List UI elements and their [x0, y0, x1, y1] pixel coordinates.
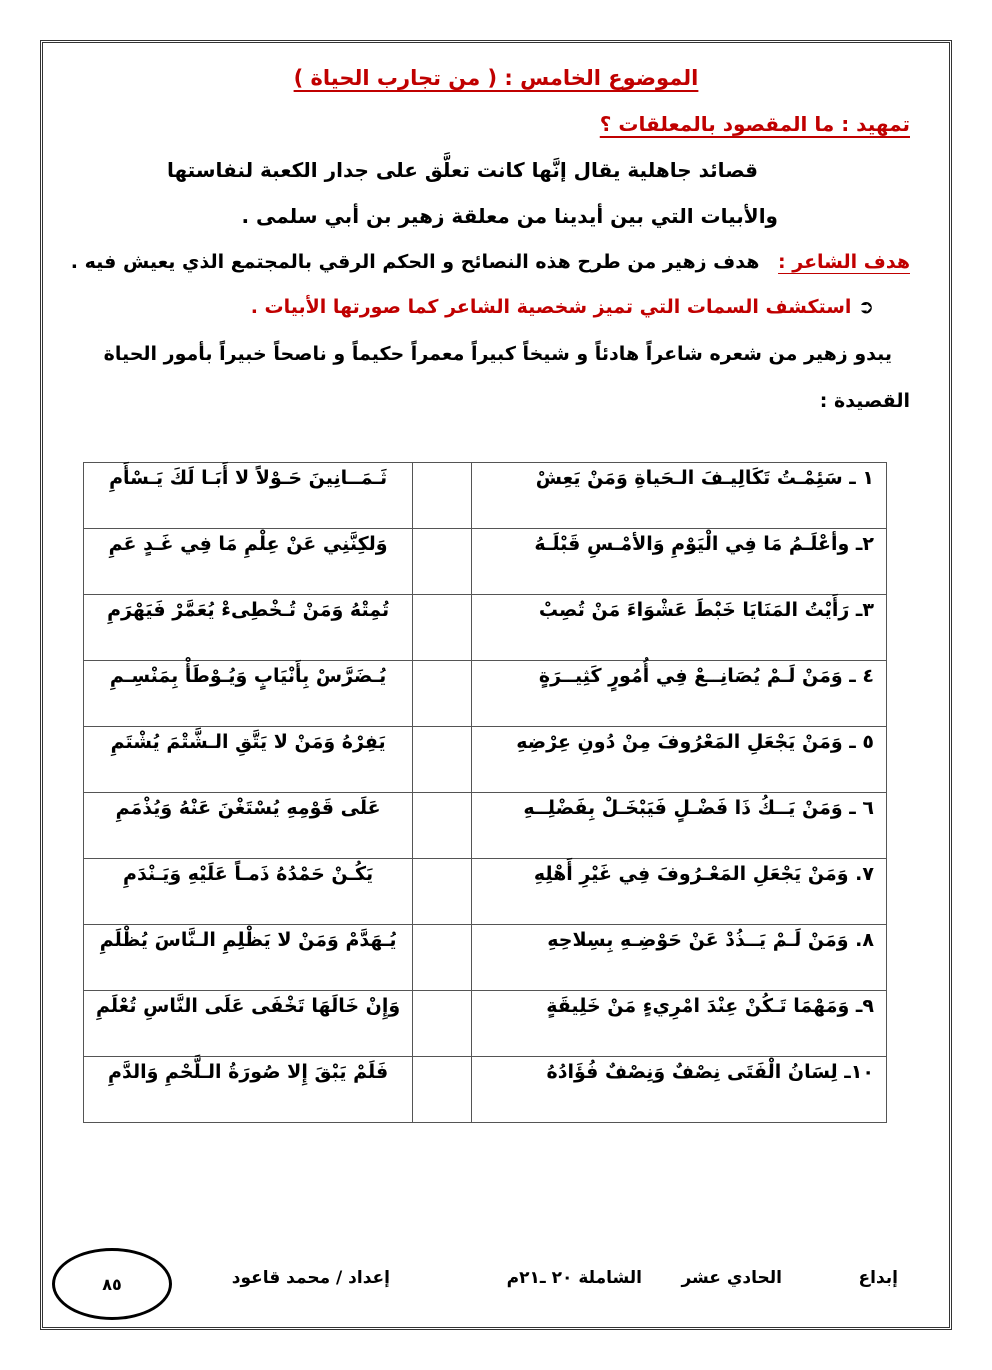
verse-second-half: وَلكِنَّنِي عَنْ عِلْمِ مَا فِي غَـدٍ عَ…: [82, 528, 414, 595]
verse-second-half: يَكُـنْ حَمْدُهُ ذَمـاً عَلَيْهِ وَيَـنْ…: [82, 858, 414, 925]
poem-row: ٦ ـ وَمَنْ يَــكُ ذَا فَضْـلٍ فَيَبْخَـل…: [82, 792, 887, 859]
verse-first-half: ٥ ـ وَمَنْ يَجْعَلِ المَعْرُوفَ مِنْ دُو…: [471, 726, 887, 793]
poem-row: ١ ـ سَئِمْـتُ تَكَالِيـفَ الـحَياةِ وَمَ…: [82, 462, 887, 529]
verse-first-half: ٣ـ رَأَيْتُ المَنَايَا خَبْطَ عَشْوَاءَ …: [471, 594, 887, 661]
poem-row: ٣ـ رَأَيْتُ المَنَايَا خَبْطَ عَشْوَاءَ …: [82, 594, 887, 661]
intro-line: قصائد جاهلية يقال إنَّها كانت تعلَّق على…: [166, 158, 758, 182]
poem-row: ٩ـ وَمَهْمَا تَـكُنْ عِنْدَ امْرِيءٍ مَن…: [82, 990, 887, 1057]
empty-cell: [412, 726, 473, 793]
page-number-badge: ٨٥: [52, 1248, 172, 1320]
empty-cell: [412, 594, 473, 661]
empty-cell: [412, 858, 473, 925]
poem-row: ٨. وَمَنْ لَـمْ يَــذُدْ عَنْ حَوْضِـهِ …: [82, 924, 887, 991]
verse-second-half: ثَـمَــانِينَ حَـوْلاً لا أَبَـا لَكَ يَ…: [82, 462, 414, 529]
empty-cell: [412, 924, 473, 991]
intro-line: والأبيات التي بين أيدينا من معلقة زهير ب…: [241, 204, 778, 228]
poem-row: ٢ـ وأعْلَـمُ مَا فِي الْيَوْمِ وَالأمْـس…: [82, 528, 887, 595]
verse-second-half: تُمِتْهُ وَمَنْ تُـخْطِىءْ يُعَمَّرْ فَي…: [82, 594, 414, 661]
poem-row: ٤ ـ وَمَنْ لَـمْ يُصَانِــعْ فِي أُمُورٍ…: [82, 660, 887, 727]
arrow-icon: ➲: [851, 296, 874, 318]
verse-first-half: ٧. وَمَنْ يَجْعَلِ المَعْـرُوفَ فِي غَيْ…: [471, 858, 887, 925]
page-border: [40, 40, 952, 1330]
verse-second-half: وَإِنْ خَالَهَا تَخْفَى عَلَى النَّاسِ ت…: [82, 990, 414, 1057]
empty-cell: [412, 792, 473, 859]
task-text: استكشف السمات التي تميز شخصية الشاعر كما…: [250, 296, 852, 318]
verse-second-half: يَفِرْهُ وَمَنْ لا يَتَّقِ الـشَّتْمَ يُ…: [82, 726, 414, 793]
verse-first-half: ١٠ـ لِسَانُ الْفَتَى نِصْفٌ وَنِصْفٌ فُؤ…: [471, 1056, 887, 1123]
verse-first-half: ٩ـ وَمَهْمَا تَـكُنْ عِنْدَ امْرِيءٍ مَن…: [471, 990, 887, 1057]
goal-label: هدف الشاعر :: [778, 251, 910, 273]
poem-row: ٥ ـ وَمَنْ يَجْعَلِ المَعْرُوفَ مِنْ دُو…: [82, 726, 887, 793]
verse-first-half: ١ ـ سَئِمْـتُ تَكَالِيـفَ الـحَياةِ وَمَ…: [471, 462, 887, 529]
page-number: ٨٥: [102, 1274, 122, 1294]
poem-row: ٧. وَمَنْ يَجْعَلِ المَعْـرُوفَ فِي غَيْ…: [82, 858, 887, 925]
verse-first-half: ٦ ـ وَمَنْ يَــكُ ذَا فَضْـلٍ فَيَبْخَـل…: [471, 792, 887, 859]
verse-first-half: ٨. وَمَنْ لَـمْ يَــذُدْ عَنْ حَوْضِـهِ …: [471, 924, 887, 991]
empty-cell: [412, 528, 473, 595]
footer-ibdaa: إبداع: [858, 1268, 898, 1288]
footer-edition: الشاملة ٢٠ ـ٢١م: [506, 1268, 642, 1288]
poem-label: القصيدة :: [819, 390, 910, 412]
goal-row: هدف الشاعر : هدف زهير من طرح هذه النصائح…: [71, 251, 910, 273]
poem-table: ١ ـ سَئِمْـتُ تَكَالِيـفَ الـحَياةِ وَمَ…: [82, 462, 887, 1123]
verse-second-half: عَلَى قَوْمِهِ يُسْتَغْنَ عَنْهُ وَيُذْم…: [82, 792, 414, 859]
verse-second-half: فَلَمْ يَبْقَ إِلا صُورَةُ الـلَّحْمِ وَ…: [82, 1056, 414, 1123]
goal-text: هدف زهير من طرح هذه النصائح و الحكم الرق…: [70, 251, 760, 273]
verse-first-half: ٢ـ وأعْلَـمُ مَا فِي الْيَوْمِ وَالأمْـس…: [471, 528, 887, 595]
empty-cell: [412, 660, 473, 727]
task-row: ➲ استكشف السمات التي تميز شخصية الشاعر ك…: [251, 296, 874, 318]
poem-row: ١٠ـ لِسَانُ الْفَتَى نِصْفٌ وَنِصْفٌ فُؤ…: [82, 1056, 887, 1123]
footer-author: إعداد / محمد قاعود: [231, 1268, 390, 1288]
empty-cell: [412, 1056, 473, 1123]
verse-second-half: يُـهَدَّمْ وَمَنْ لا يَظْلِمِ الـنَّاسَ …: [82, 924, 414, 991]
intro-heading: تمهيد : ما المقصود بالمعلقات ؟: [599, 112, 910, 136]
footer-grade: الحادي عشر: [681, 1268, 782, 1288]
page-title: الموضوع الخامس : ( من تجارب الحياة ): [293, 66, 699, 90]
verse-second-half: يُـضَرَّسْ بِأَنْيَابٍ وَيُـوْطَأْ بِمَن…: [82, 660, 414, 727]
verse-first-half: ٤ ـ وَمَنْ لَـمْ يُصَانِــعْ فِي أُمُورٍ…: [471, 660, 887, 727]
empty-cell: [412, 462, 473, 529]
empty-cell: [412, 990, 473, 1057]
answer-text: يبدو زهير من شعره شاعراً هادئاً و شيخاً …: [103, 343, 892, 365]
